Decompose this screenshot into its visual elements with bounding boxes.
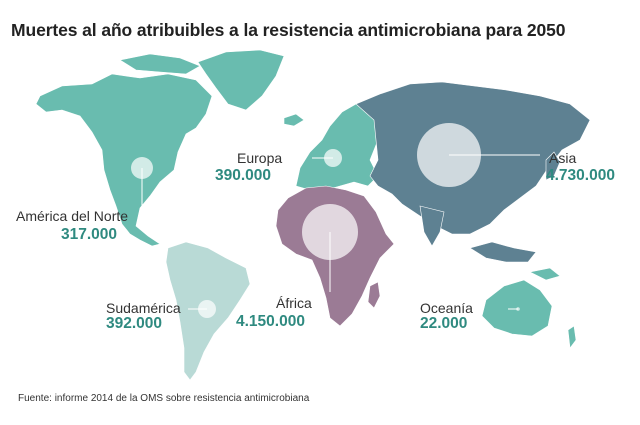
greenland: [197, 49, 285, 111]
label-south-america-value: 392.000: [106, 315, 163, 332]
japan: [545, 151, 561, 181]
new-guinea: [529, 267, 561, 281]
madagascar: [367, 281, 381, 309]
source-note: Fuente: informe 2014 de la OMS sobre res…: [18, 393, 310, 404]
label-africa-value: 4.150.000: [236, 313, 305, 330]
north-america-region: [35, 49, 305, 247]
southeast-asia-islands: [469, 241, 537, 263]
label-oceania-value: 22.000: [420, 315, 468, 332]
label-asia-value: 4.730.000: [546, 167, 615, 184]
new-zealand: [567, 325, 577, 349]
map-title: Muertes al año atribuibles a la resisten…: [11, 20, 566, 40]
label-north-america-value: 317.000: [61, 226, 118, 243]
label-asia-name: Asia: [549, 150, 577, 166]
label-oceania-name: Oceanía: [420, 300, 473, 316]
canada-archipelago: [119, 53, 201, 75]
europe-landmass: [295, 103, 379, 191]
india-peninsula: [419, 205, 445, 247]
label-north-america-name: América del Norte: [16, 208, 129, 224]
label-africa-name: África: [276, 295, 312, 311]
iceland: [283, 113, 305, 127]
label-europe-name: Europa: [237, 150, 283, 166]
north-america-landmass: [35, 73, 213, 247]
label-europe-value: 390.000: [215, 167, 272, 184]
label-south-america-name: Sudamérica: [106, 300, 181, 316]
